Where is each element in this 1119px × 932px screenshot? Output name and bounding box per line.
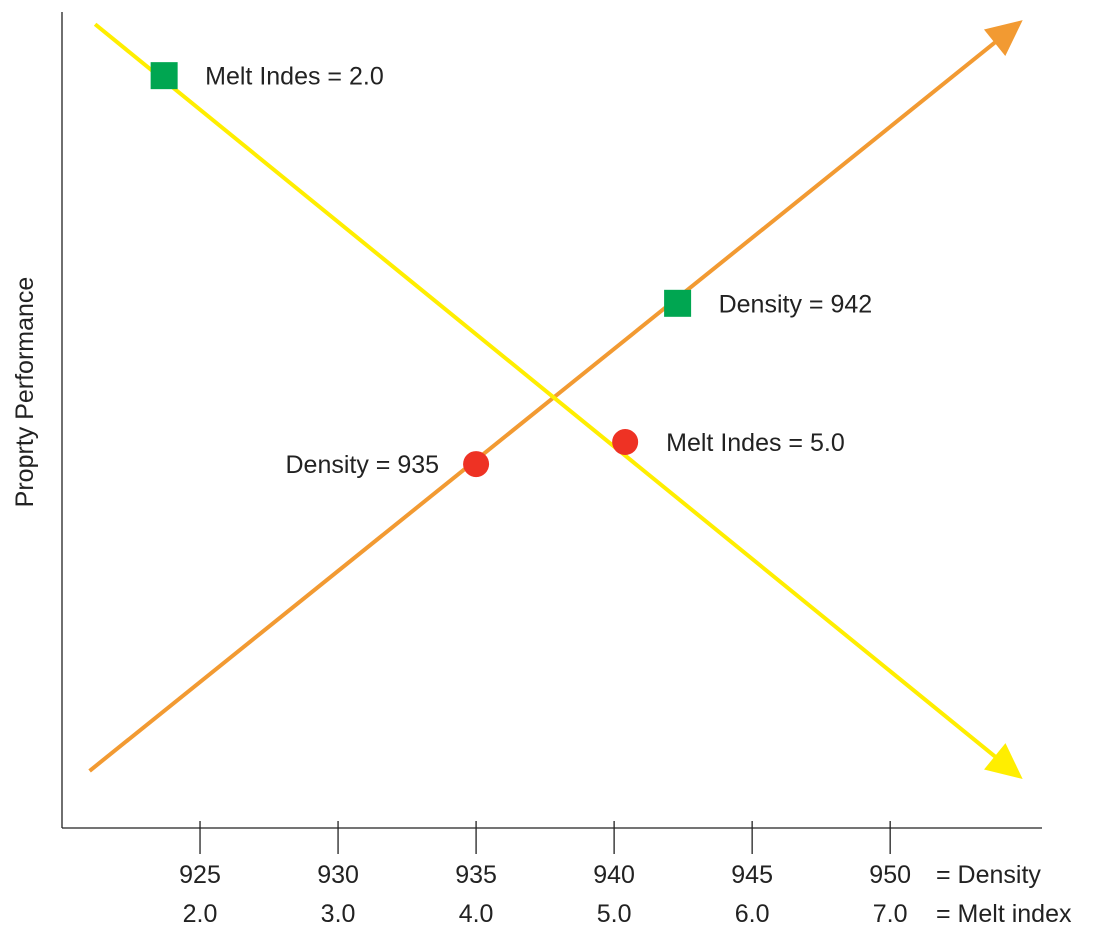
axes: 925 930 935 940 945 950 = Density 2.0 3.0 4.0 5.0 6… [61,12,1072,928]
series-layer [88,20,1023,780]
mi2-marker [150,62,178,90]
density_line-line [88,39,998,773]
y-axis-label: Proprty Performance [11,277,39,508]
x-axis-name: = Density [936,861,1041,889]
x-tick-label: 2.0 [183,900,218,928]
x-tick-label: 5.0 [597,900,632,928]
melt_index_line-line [93,22,998,760]
marker-layer [150,62,692,478]
mi5-marker [612,429,639,456]
d942-marker [664,289,692,317]
x-tick-label: 935 [455,861,497,889]
mi2-label: Melt Indes = 2.0 [205,63,384,91]
d935-marker [463,451,490,478]
x-axis-name: = Melt index [936,900,1072,928]
x-tick-label: 4.0 [459,900,494,928]
x-tick-label: 930 [317,861,359,889]
d935-label: Density = 935 [286,451,440,479]
melt_index_line-arrowhead [984,743,1023,780]
density_line-arrowhead [983,20,1023,56]
x-tick-label: 945 [731,861,773,889]
mi5-label: Melt Indes = 5.0 [666,429,845,457]
label-layer: Proprty Performance Melt Indes = 2.0 Dens… [11,63,872,508]
d942-label: Density = 942 [719,290,873,318]
x-tick-label: 3.0 [321,900,356,928]
x-tick-label: 7.0 [873,900,908,928]
x-tick-label: 6.0 [735,900,770,928]
x-tick-label: 950 [869,861,911,889]
x-tick-label: 940 [593,861,635,889]
x-tick-label: 925 [179,861,221,889]
